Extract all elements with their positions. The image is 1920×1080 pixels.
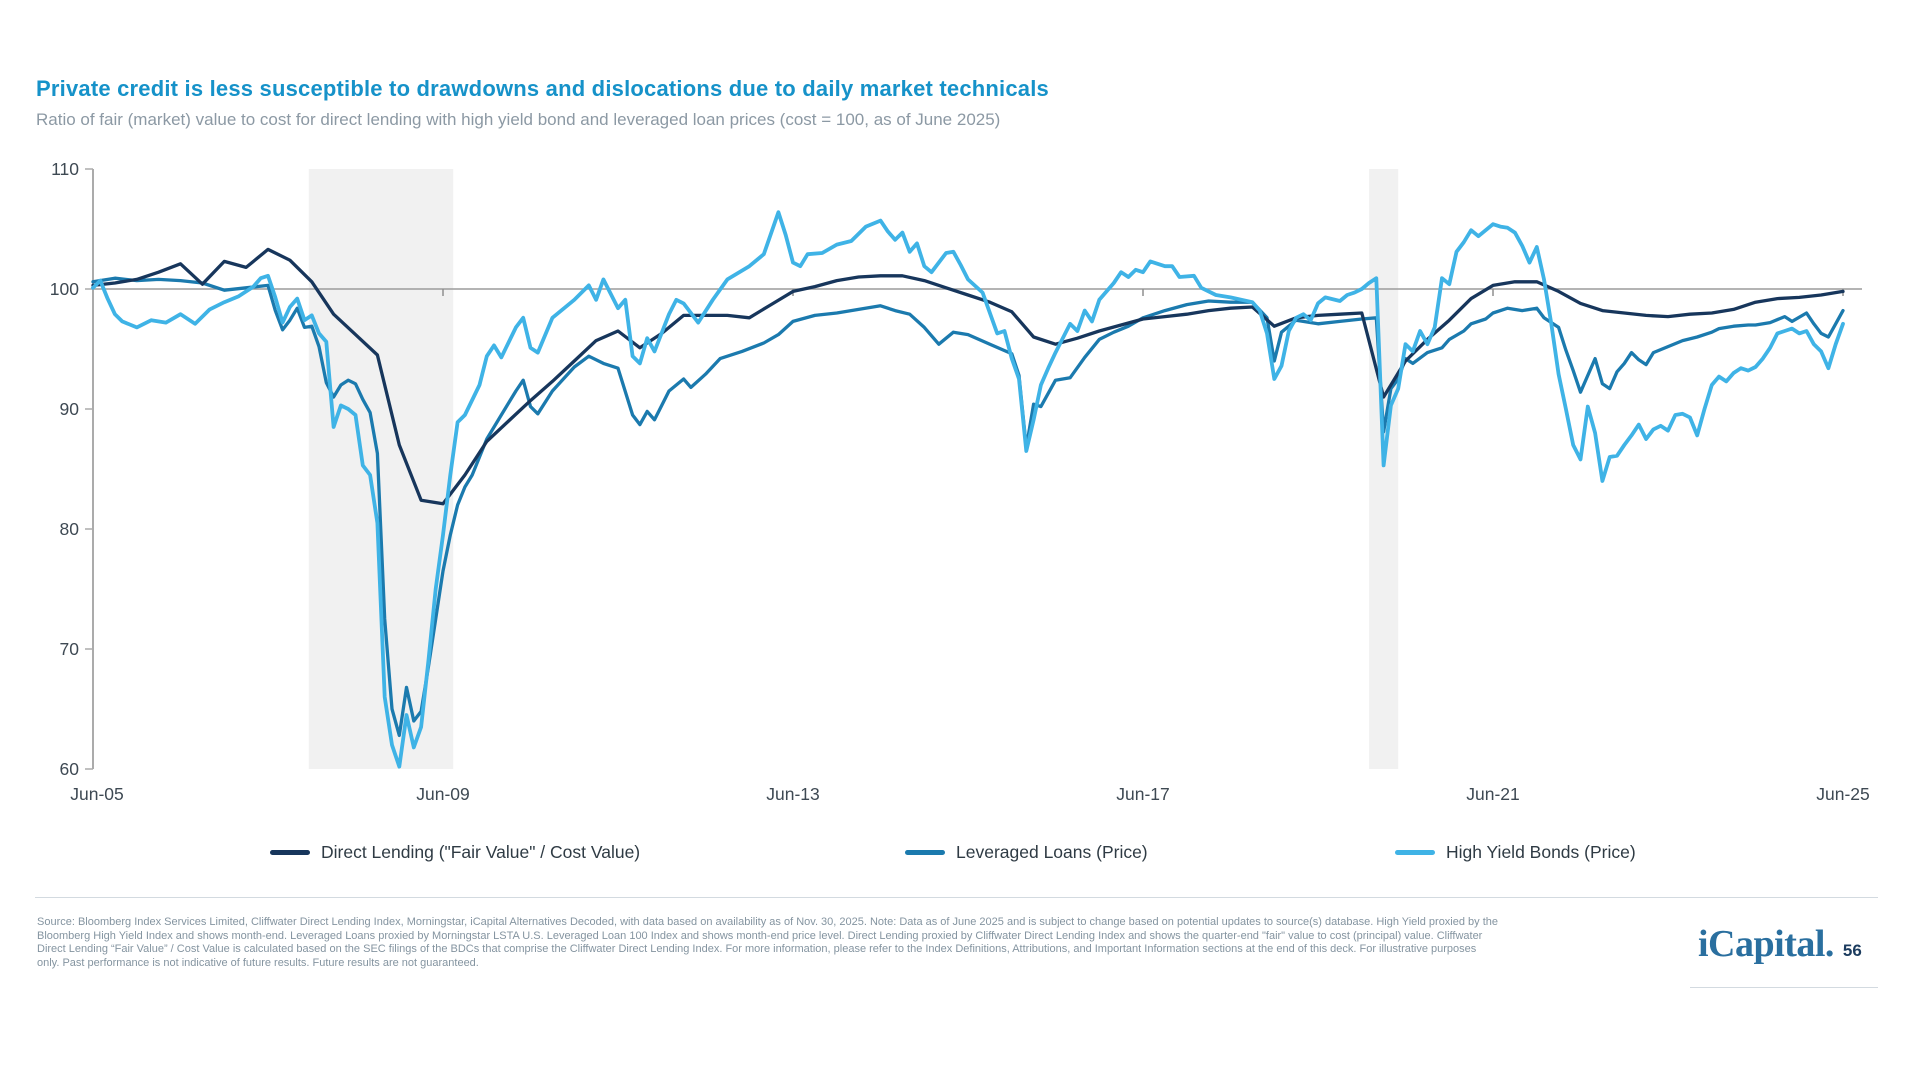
series-direct-lending-fair-value-cost-value [91, 247, 1845, 506]
page-title: Private credit is less susceptible to dr… [36, 76, 1049, 101]
y-axis-label: 80 [60, 519, 80, 539]
brand-block: iCapital. 56 [1698, 922, 1862, 966]
page-subtitle: Ratio of fair (market) value to cost for… [36, 110, 1001, 129]
source-note-line: Direct Lending “Fair Value” / Cost Value… [37, 943, 1477, 956]
brand-divider [1690, 987, 1878, 988]
legend-label: Leveraged Loans (Price) [956, 841, 1148, 862]
source-note-line: Source: Bloomberg Index Services Limited… [37, 916, 1499, 928]
source-note: Source: Bloomberg Index Services Limited… [37, 916, 1667, 970]
shaded-band-recession-2020 [1369, 169, 1399, 769]
series-leveraged-loans-price [91, 276, 1845, 738]
y-axis-label: 70 [60, 639, 80, 659]
y-axis-label: 110 [51, 159, 79, 179]
legend-item-direct-lending: Direct Lending ("Fair Value" / Cost Valu… [270, 840, 640, 864]
direct-lending-swatch [270, 849, 310, 855]
x-axis-label: Jun-25 [1816, 784, 1870, 804]
legend-label: Direct Lending ("Fair Value" / Cost Valu… [321, 841, 641, 862]
shaded-band-recession-2008 [308, 169, 454, 769]
source-note-line: Bloomberg High Yield Index and shows mon… [37, 929, 1483, 942]
x-axis-label: Jun-17 [1116, 784, 1170, 804]
legend-item-high-yield-bonds: High Yield Bonds (Price) [1395, 840, 1636, 864]
legend-item-leveraged-loans: Leveraged Loans (Price) [905, 840, 1148, 864]
chart-legend: Direct Lending ("Fair Value" / Cost Valu… [0, 840, 1920, 864]
x-axis-label: Jun-13 [766, 784, 820, 804]
leveraged-loans-swatch [905, 849, 945, 855]
y-axis-label: 90 [60, 399, 80, 419]
legend-label: High Yield Bonds (Price) [1446, 841, 1636, 862]
footer-divider [35, 897, 1878, 898]
y-axis-label: 100 [50, 279, 79, 299]
x-axis-label: Jun-05 [70, 784, 124, 804]
source-note-line: only. Past performance is not indicative… [37, 956, 479, 969]
series-high-yield-bonds-price [91, 210, 1845, 769]
high-yield-bonds-swatch [1395, 849, 1435, 855]
icapital-logo: iCapital. [1698, 923, 1834, 965]
page-number: 56 [1842, 941, 1862, 960]
x-axis-label: Jun-21 [1466, 784, 1520, 804]
y-axis-label: 60 [60, 759, 80, 779]
x-axis-label: Jun-09 [416, 784, 470, 804]
